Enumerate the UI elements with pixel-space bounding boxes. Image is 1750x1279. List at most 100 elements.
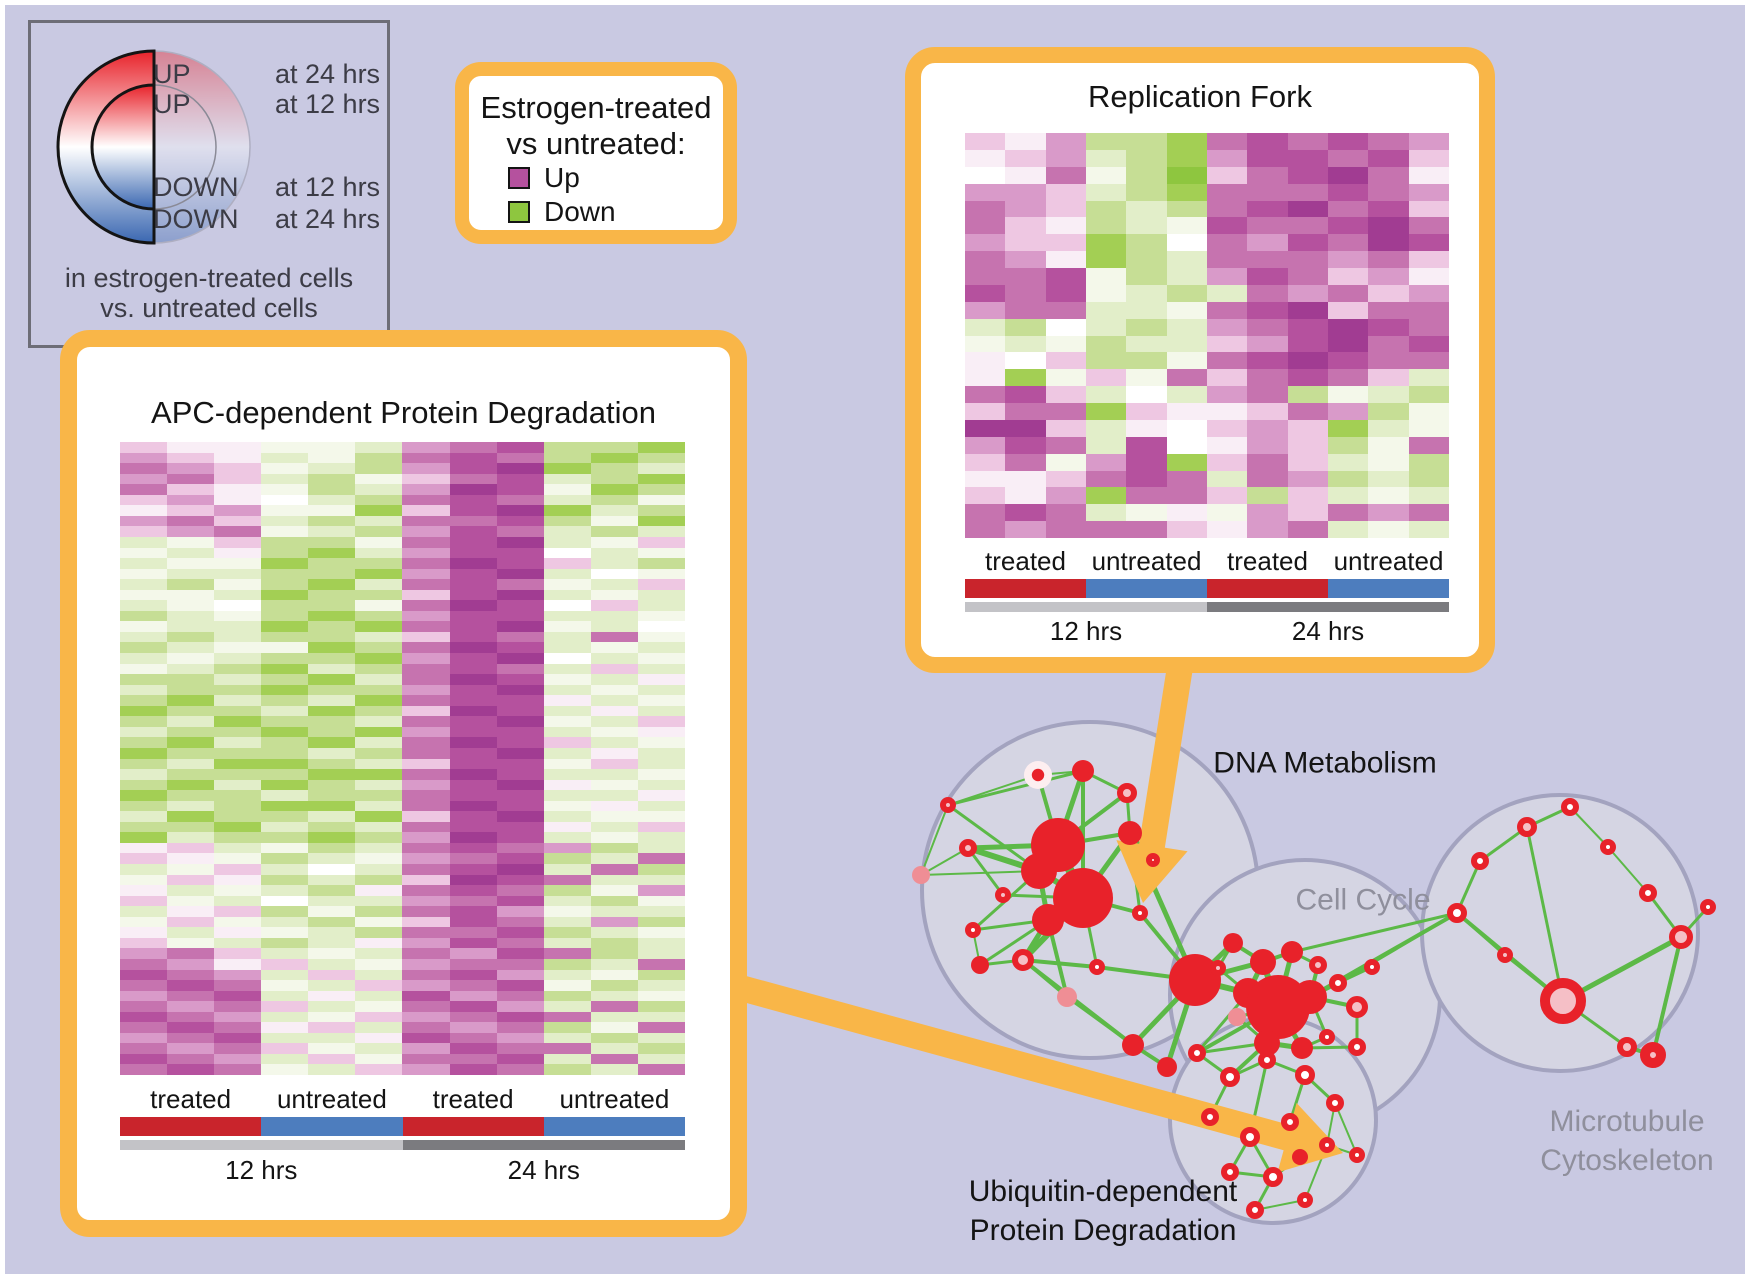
orange-arrow-shaft (726, 972, 1299, 1153)
heatmap-cell (496, 779, 544, 791)
gene-node-ring-white (1201, 1108, 1219, 1126)
heatmap-cell (261, 1022, 309, 1033)
heatmap-cell (1206, 352, 1248, 370)
up-label: Up (544, 162, 580, 193)
heatmap-cell (590, 473, 638, 485)
heatmap-cell (261, 895, 309, 907)
heatmap-cell (496, 526, 544, 537)
heatmap-cell (1327, 217, 1369, 235)
heatmap-cell (402, 653, 450, 664)
heatmap-cell (1166, 335, 1207, 353)
heatmap-cell (261, 800, 309, 812)
heatmap-cell (355, 948, 403, 959)
heatmap-cell (543, 442, 591, 453)
heatmap-cell (637, 1043, 685, 1054)
heatmap-cell (965, 284, 1006, 302)
heatmap-cell (261, 547, 309, 559)
heatmap-cell (496, 610, 544, 622)
heatmap-cell (449, 969, 497, 981)
heatmap-cell (965, 217, 1006, 235)
heatmap-cell (543, 526, 591, 537)
heatmap-cell (637, 589, 685, 601)
heatmap-cell (167, 653, 215, 664)
heatmap-cell (637, 1022, 685, 1033)
heatmap-cell (261, 484, 309, 495)
heatmap-cell (449, 463, 497, 474)
heatmap-cell (637, 642, 685, 653)
heatmap-cell (355, 463, 403, 474)
heatmap-cell (496, 484, 544, 495)
heatmap-cell (261, 726, 309, 738)
heatmap-cell (120, 484, 168, 495)
heatmap-cell (214, 484, 262, 495)
condition-label: untreated (1333, 546, 1444, 576)
heatmap-cell (167, 790, 215, 801)
heatmap-cell (355, 842, 403, 854)
heatmap-cell (496, 800, 544, 812)
heatmap-cell (1126, 369, 1167, 387)
network-diagram (726, 632, 1716, 1225)
heatmap-cell (120, 463, 168, 474)
heatmap-cell (120, 958, 168, 970)
heatmap-cell (590, 705, 638, 717)
heatmap-cell (1368, 149, 1409, 167)
heatmap-cell (543, 1043, 591, 1054)
network-edge (920, 847, 969, 876)
heatmap-cell (1166, 419, 1207, 437)
heatmap-cell (214, 916, 262, 928)
heatmap-cell (308, 663, 356, 675)
heatmap-cell (590, 821, 638, 833)
heatmap-cell (402, 621, 450, 632)
heatmap-cell (543, 631, 591, 643)
color-key-title-line1: Estrogen-treated (480, 90, 712, 125)
heatmap-cell (1166, 133, 1207, 150)
heatmap-cell (120, 1001, 168, 1012)
heatmap-cell (1408, 403, 1449, 420)
gene-node-ring-white (1319, 1137, 1335, 1153)
heatmap-cell (214, 821, 262, 833)
heatmap-cell (590, 747, 638, 759)
heatmap-cell (167, 990, 215, 1002)
heatmap-cell (1085, 301, 1127, 319)
heatmap-cell (1085, 504, 1127, 522)
heatmap-cell (120, 990, 168, 1002)
heatmap-cell (120, 726, 168, 738)
heatmap-cell (167, 515, 215, 527)
heatmap-cell (402, 579, 450, 590)
heatmap-cell (1408, 149, 1449, 167)
heatmap-cell (214, 853, 262, 864)
heatmap-cell (214, 1011, 262, 1023)
heatmap-cell (1166, 318, 1207, 336)
heatmap-cell (308, 1032, 356, 1044)
heatmap-cell (1408, 504, 1449, 522)
heatmap-cell (261, 779, 309, 791)
heatmap-cell (167, 864, 215, 875)
gene-node-ring-white (1295, 1065, 1315, 1085)
heatmap-cell (214, 442, 262, 453)
heatmap-cell (637, 705, 685, 717)
heatmap-cell (543, 853, 591, 864)
heatmap-cell (308, 526, 356, 537)
heatmap-cell (1408, 487, 1449, 505)
heatmap-cell (590, 536, 638, 548)
heatmap-cell (355, 716, 403, 727)
heatmap-cell (637, 790, 685, 801)
heatmap-cell (496, 948, 544, 959)
heatmap-cell (120, 600, 168, 611)
heatmap-cell (355, 1011, 403, 1023)
heatmap-cell (449, 621, 497, 632)
gene-node-ring-white (1146, 853, 1160, 867)
heatmap-cell (355, 747, 403, 759)
heatmap-cell (167, 758, 215, 770)
heatmap-cell (1206, 470, 1248, 488)
heatmap-cell (1247, 133, 1288, 150)
heatmap-cell (449, 505, 497, 516)
heatmap-cell (261, 990, 309, 1002)
heatmap-cell (1085, 386, 1127, 403)
heatmap-cell (167, 600, 215, 611)
heatmap-cell (167, 631, 215, 643)
heatmap-cell (1085, 268, 1127, 285)
heatmap-cell (261, 442, 309, 453)
heatmap-cell (1408, 470, 1449, 488)
heatmap-cell (120, 452, 168, 464)
